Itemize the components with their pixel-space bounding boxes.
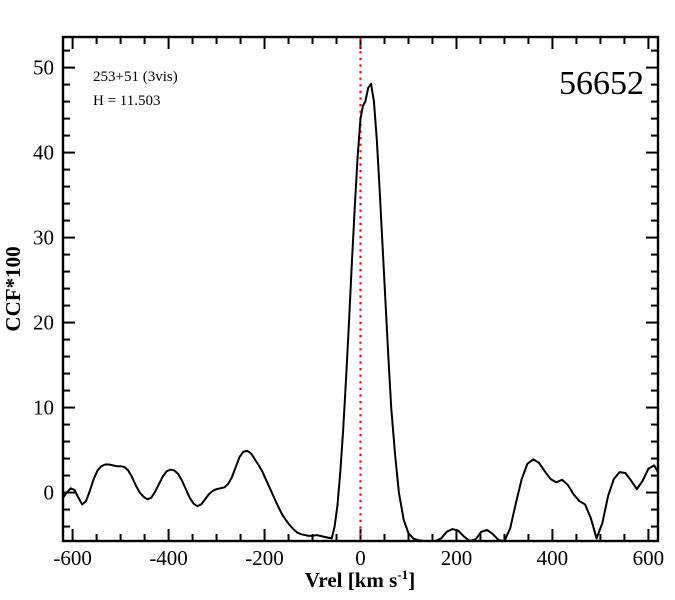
- x-tick-label: -200: [245, 546, 284, 570]
- epoch-label: 56652: [559, 65, 644, 102]
- x-tick-label: 400: [537, 546, 569, 570]
- magnitude-label: H = 11.503: [93, 93, 161, 109]
- y-tick-label: 0: [44, 481, 55, 505]
- x-tick-label: 600: [633, 546, 665, 570]
- y-tick-label: 40: [33, 141, 54, 165]
- x-tick-label: -400: [149, 546, 188, 570]
- y-tick-label: 50: [33, 56, 54, 80]
- x-tick-label: 200: [441, 546, 473, 570]
- x-tick-labels: -600 -400 -200 0 200 400 600: [53, 546, 664, 570]
- y-tick-label: 30: [33, 226, 54, 250]
- x-tick-label: -600: [53, 546, 92, 570]
- y-tick-label: 10: [33, 396, 54, 420]
- target-label: 253+51 (3vis): [93, 69, 178, 85]
- y-axis-title: CCF*100: [1, 246, 25, 331]
- axis-ticks: [63, 37, 658, 541]
- y-tick-labels: 0 10 20 30 40 50: [33, 56, 54, 505]
- ccf-curve: [63, 82, 658, 541]
- y-tick-label: 20: [33, 311, 54, 335]
- x-tick-label: 0: [355, 546, 366, 570]
- x-axis-title: Vrel [km s-1]: [305, 567, 415, 592]
